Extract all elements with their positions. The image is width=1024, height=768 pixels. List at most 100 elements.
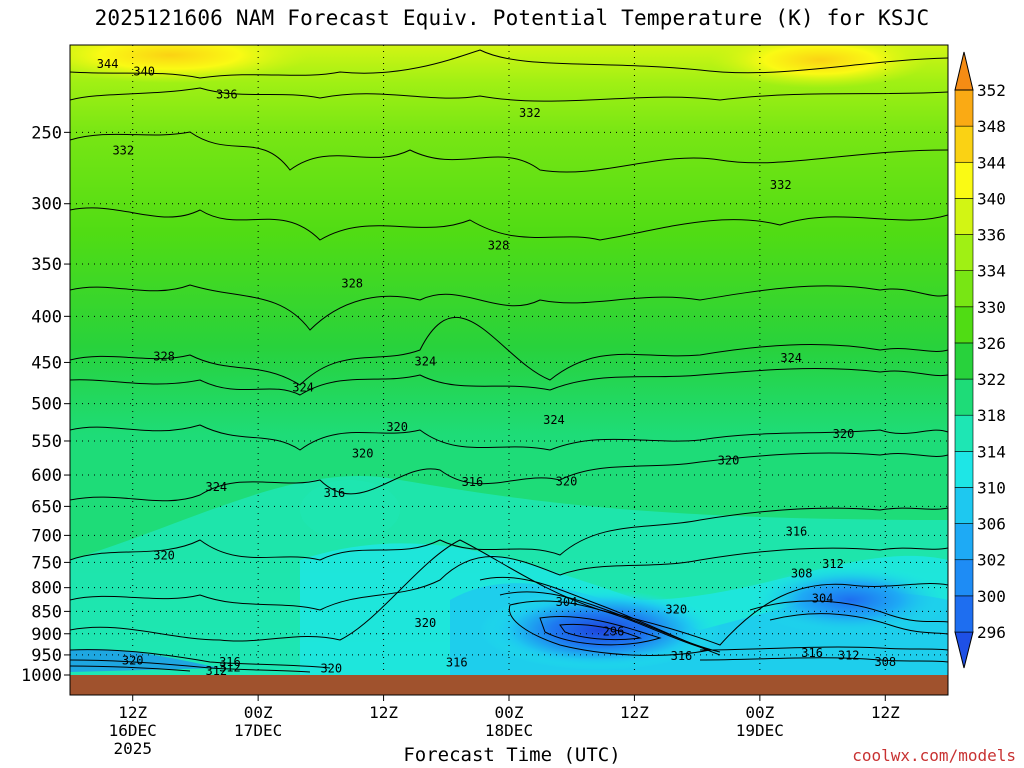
contour-label-17: 316	[462, 475, 484, 489]
contour-322	[70, 424, 948, 451]
contour-labels: 344 340 336 332 332 332 328 328 328 324 324 324 324 3…	[97, 57, 896, 678]
x-tick-label-3-1: 00Z	[495, 703, 524, 722]
y-tick-label-400: 400	[31, 307, 62, 327]
contour-label-29: 320	[415, 616, 437, 630]
colorbar-label-340: 340	[977, 189, 1006, 208]
contour-label-7: 328	[341, 277, 363, 291]
colorbar-bin-348-352	[954, 89, 974, 127]
colorbar-label-310: 310	[977, 478, 1006, 497]
contour-label-35: 320	[122, 654, 144, 668]
colorbar-bin-344-348	[954, 125, 974, 163]
colorbar-label-336: 336	[977, 226, 1006, 245]
contour-label-14: 320	[833, 427, 855, 441]
colorbar-extend-high	[954, 51, 974, 91]
contour-label-30: 316	[671, 649, 693, 663]
x-tick-label-1-1: 00Z	[244, 703, 273, 722]
contour-lines	[70, 49, 948, 673]
x-axis-title: Forecast Time (UTC)	[403, 744, 621, 766]
y-tick-label-450: 450	[31, 353, 62, 373]
x-tick-label-5-2: 19DEC	[736, 721, 784, 740]
contour-318	[70, 547, 948, 611]
colorbar-bin-330-334	[954, 270, 974, 308]
colorbar-label-348: 348	[977, 117, 1006, 136]
colorbar-extend-low	[954, 631, 974, 669]
y-tick-label-350: 350	[31, 255, 62, 275]
contour-330	[70, 207, 948, 241]
contour-low-left-c	[70, 665, 191, 672]
chart-title: 2025121606 NAM Forecast Equiv. Potential…	[94, 6, 930, 30]
y-tick-label-950: 950	[31, 646, 62, 666]
contour-label-22: 320	[153, 549, 175, 563]
contour-label-1: 340	[133, 64, 155, 78]
contour-296	[559, 623, 642, 641]
contour-label-27: 320	[665, 603, 687, 617]
contour-low-left-b	[70, 659, 311, 673]
contour-label-26: 304	[812, 592, 834, 606]
x-tick-label-2-1: 12Z	[369, 703, 398, 722]
contour-label-10: 324	[780, 351, 802, 365]
terrain-strip	[70, 675, 948, 695]
credit-link[interactable]: coolwx.com/models	[852, 746, 1016, 765]
contour-label-12: 324	[543, 413, 565, 427]
colorbar-bin-336-340	[954, 198, 974, 235]
contour-320a	[70, 452, 948, 502]
y-tick-label-800: 800	[31, 579, 62, 599]
contour-label-39: 320	[320, 661, 342, 675]
cold-core-19dec	[750, 565, 948, 635]
contour-label-25: 304	[556, 595, 578, 609]
contour-label-11: 324	[292, 381, 314, 395]
colorbar-label-306: 306	[977, 515, 1006, 534]
x-tick-label-0-1: 12Z	[118, 703, 147, 722]
contour-332	[70, 131, 948, 173]
colorbar-bin-302-306	[954, 523, 974, 561]
y-tick-label-900: 900	[31, 625, 62, 645]
contour-label-4: 332	[112, 144, 134, 158]
colorbar-bin-306-310	[954, 487, 974, 524]
contour-label-33: 308	[874, 655, 896, 669]
colorbar-label-314: 314	[977, 442, 1006, 461]
colorbar-bin-326-330	[954, 306, 974, 344]
x-tick-label-0-3: 2025	[113, 739, 152, 758]
colorbar-bin-334-336	[954, 234, 974, 271]
contour-324	[70, 368, 948, 396]
contour-326	[70, 316, 948, 386]
y-tick-label-250: 250	[31, 123, 62, 143]
contour-328	[70, 284, 948, 331]
x-tick-label-4-1: 12Z	[620, 703, 649, 722]
contour-300	[539, 615, 662, 646]
cold-core-18dec	[480, 590, 720, 670]
y-tick-label-650: 650	[31, 497, 62, 517]
colorbar-label-296: 296	[977, 623, 1006, 642]
contour-label-24: 308	[791, 567, 813, 581]
x-tick-label-6-1: 12Z	[871, 703, 900, 722]
contour-label-6: 328	[488, 239, 510, 253]
contour-316	[70, 539, 948, 646]
contour-label-37: 312	[219, 660, 241, 674]
contour-label-13: 320	[386, 420, 408, 434]
contour-label-16: 320	[718, 453, 740, 467]
contour-320b	[70, 507, 948, 561]
theta-e-field	[70, 45, 948, 675]
colorbar-label-352: 352	[977, 81, 1006, 100]
contour-label-18: 320	[556, 475, 578, 489]
contour-low-right-a	[699, 646, 948, 651]
contour-label-32: 312	[838, 648, 860, 662]
contour-label-38: 312	[205, 664, 227, 678]
colorbar-bin-310-314	[954, 451, 974, 488]
x-tick-label-3-2: 18DEC	[485, 721, 533, 740]
colorbar-label-318: 318	[977, 406, 1006, 425]
colorbar-label-300: 300	[977, 587, 1006, 606]
contour-label-0: 344	[97, 57, 119, 71]
contour-label-15: 320	[352, 447, 374, 461]
contour-336	[70, 87, 948, 102]
contour-label-20: 316	[324, 486, 346, 500]
contour-label-31: 316	[801, 646, 823, 660]
contour-340	[70, 49, 948, 79]
contour-label-9: 324	[415, 355, 437, 369]
contour-label-28: 296	[603, 625, 625, 639]
y-tick-label-300: 300	[31, 195, 62, 215]
y-tick-label-1000: 1000	[21, 666, 62, 686]
gridlines	[70, 45, 948, 675]
contour-label-3: 332	[519, 106, 541, 120]
